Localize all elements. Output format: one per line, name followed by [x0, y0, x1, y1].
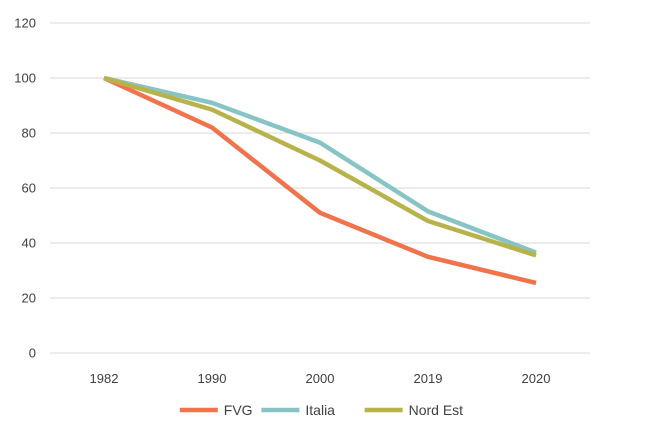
y-tick-label: 20 [22, 291, 36, 306]
y-axis-tick-labels: 0 20 40 60 80 100 120 [14, 16, 36, 361]
y-tick-label: 0 [29, 346, 36, 361]
legend-item-nord-est: Nord Est [364, 402, 464, 418]
series-lines [103, 75, 537, 286]
y-tick-label: 80 [22, 126, 36, 141]
y-tick-label: 60 [22, 181, 36, 196]
y-tick-label: 40 [22, 236, 36, 251]
x-tick-label: 1990 [198, 371, 227, 386]
x-tick-label: 1982 [90, 371, 119, 386]
legend-label: Italia [305, 402, 335, 418]
x-axis-tick-labels: 1982 1990 2000 2019 2020 [90, 371, 551, 386]
x-tick-label: 2020 [522, 371, 551, 386]
y-tick-label: 100 [14, 71, 36, 86]
legend-item-italia: Italia [261, 402, 335, 418]
series-line-fvg [103, 75, 537, 286]
legend-label: Nord Est [409, 402, 464, 418]
legend-label: FVG [224, 402, 253, 418]
series-line-italia [103, 75, 537, 255]
legend: FVG Italia Nord Est [179, 402, 464, 418]
x-tick-label: 2000 [306, 371, 335, 386]
x-tick-label: 2019 [414, 371, 443, 386]
gridlines [50, 22, 590, 354]
y-tick-label: 120 [14, 16, 36, 31]
legend-item-fvg: FVG [179, 402, 253, 418]
